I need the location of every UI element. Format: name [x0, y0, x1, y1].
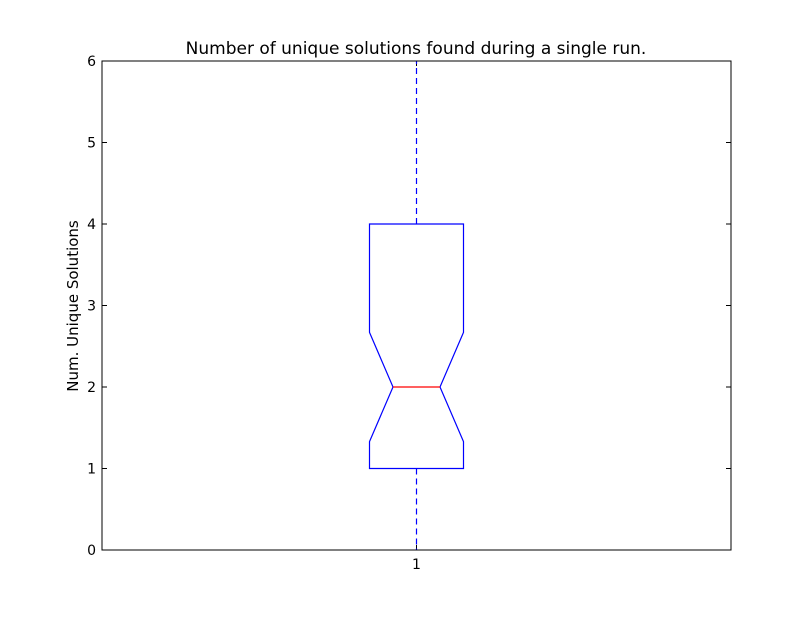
- y-tick-label: 2: [87, 380, 96, 396]
- y-tick-label: 6: [87, 54, 96, 70]
- y-tick-label: 1: [87, 462, 96, 478]
- y-tick-label: 0: [87, 543, 96, 559]
- y-tick-label: 3: [87, 299, 96, 315]
- notched-box: [368, 223, 465, 470]
- y-tick-label: 5: [87, 136, 96, 152]
- x-tick-label: 1: [412, 557, 421, 573]
- tick-layer: 0 1 2 3 4 5 6 1: [87, 54, 731, 573]
- y-tick-label: 4: [87, 217, 96, 233]
- plot-area-frame: [101, 60, 732, 551]
- box-layer: [368, 60, 465, 551]
- y-axis-label: Num. Unique Solutions: [64, 220, 82, 392]
- chart-title: Number of unique solutions found during …: [186, 39, 647, 59]
